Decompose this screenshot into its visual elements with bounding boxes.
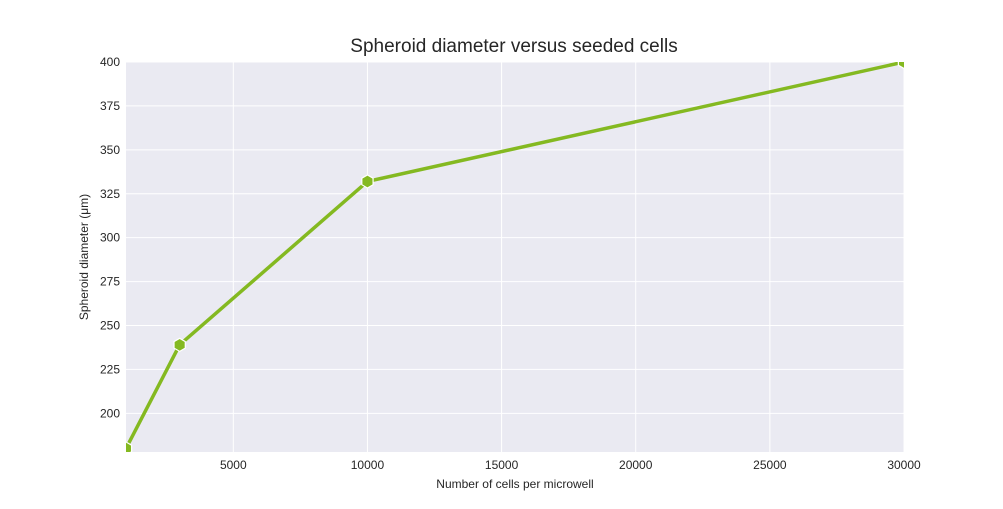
- x-tick-label: 5000: [220, 458, 247, 472]
- x-axis-label: Number of cells per microwell: [436, 477, 593, 491]
- x-tick-label: 10000: [351, 458, 385, 472]
- x-tick-label: 15000: [485, 458, 519, 472]
- y-tick-label: 400: [100, 55, 120, 69]
- series-line: [126, 62, 904, 450]
- x-tick-label: 30000: [887, 458, 921, 472]
- y-axis-ticks: 200 225 250 275 300 325 350 375 400: [100, 55, 120, 420]
- plot-area: [126, 62, 904, 452]
- x-tick-label: 25000: [753, 458, 787, 472]
- y-tick-label: 200: [100, 406, 120, 420]
- data-point: [126, 441, 133, 452]
- data-point: [361, 174, 374, 189]
- y-axis-label: Spheroid diameter (μm): [77, 194, 91, 320]
- series-group: [126, 62, 904, 452]
- y-tick-label: 275: [100, 275, 120, 289]
- y-tick-label: 225: [100, 362, 120, 376]
- y-tick-label: 300: [100, 231, 120, 245]
- y-tick-label: 375: [100, 99, 120, 113]
- x-axis-ticks: 5000 10000 15000 20000 25000 30000: [220, 458, 921, 472]
- data-point: [173, 337, 186, 353]
- y-tick-label: 250: [100, 319, 120, 333]
- chart-title: Spheroid diameter versus seeded cells: [350, 36, 677, 57]
- x-tick-label: 20000: [619, 458, 653, 472]
- y-tick-label: 350: [100, 143, 120, 157]
- y-tick-label: 325: [100, 187, 120, 201]
- data-point: [897, 62, 904, 70]
